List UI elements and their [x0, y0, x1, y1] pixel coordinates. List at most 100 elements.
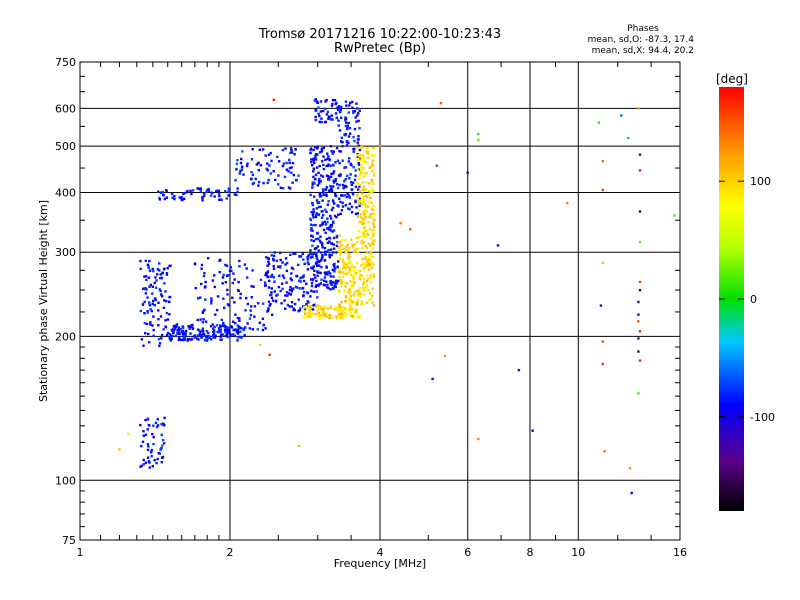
data-point	[314, 154, 317, 158]
data-point	[351, 315, 354, 318]
data-point	[365, 181, 368, 184]
data-point	[305, 282, 308, 285]
data-point	[342, 263, 346, 266]
data-point	[349, 273, 353, 277]
data-point	[143, 322, 146, 325]
data-point	[356, 215, 360, 218]
data-point	[355, 120, 358, 123]
data-point	[354, 174, 357, 177]
data-point	[194, 286, 197, 290]
data-point	[328, 228, 331, 231]
data-point	[200, 263, 204, 267]
data-point	[242, 327, 245, 330]
data-point	[236, 332, 240, 335]
data-point	[286, 261, 289, 265]
data-point	[286, 294, 289, 297]
data-point	[148, 304, 152, 307]
data-point	[306, 256, 309, 259]
data-point	[313, 161, 316, 165]
data-point	[319, 305, 322, 308]
data-point	[336, 307, 340, 310]
data-point	[326, 157, 329, 161]
data-point	[330, 114, 333, 117]
data-point	[350, 238, 353, 242]
data-point	[158, 288, 161, 291]
data-point	[337, 119, 340, 122]
data-point	[214, 334, 217, 338]
data-point	[203, 194, 206, 198]
data-point	[168, 313, 171, 316]
data-point	[207, 187, 211, 191]
data-point	[333, 267, 337, 270]
data-point	[206, 337, 209, 340]
data-point	[306, 300, 309, 303]
data-point	[205, 190, 208, 193]
data-point	[346, 243, 350, 247]
data-point	[301, 286, 305, 290]
data-point	[348, 177, 351, 180]
data-point	[315, 199, 319, 202]
data-point	[297, 263, 300, 266]
data-point	[334, 161, 337, 164]
data-point	[202, 274, 206, 278]
data-point	[342, 186, 345, 190]
data-point	[336, 186, 340, 190]
data-point	[203, 286, 207, 289]
data-point	[321, 221, 324, 224]
data-point	[267, 178, 270, 182]
data-point	[155, 425, 159, 429]
data-point	[357, 119, 360, 123]
data-point	[160, 423, 163, 426]
data-point	[162, 422, 165, 425]
data-point	[276, 293, 279, 296]
data-point	[181, 338, 185, 342]
data-point	[315, 264, 319, 267]
data-point	[345, 263, 348, 266]
data-point	[360, 153, 363, 156]
data-point	[160, 446, 163, 450]
data-point	[332, 281, 335, 284]
data-point	[142, 434, 145, 437]
data-point	[166, 267, 169, 270]
data-point	[330, 188, 333, 191]
data-point	[364, 203, 367, 206]
data-point	[221, 282, 224, 285]
data-point	[319, 313, 323, 316]
data-point	[213, 325, 216, 329]
data-point	[341, 309, 344, 312]
data-point	[337, 205, 340, 208]
data-point	[359, 172, 362, 175]
data-point	[323, 220, 327, 223]
data-point	[328, 178, 331, 181]
data-point	[327, 248, 330, 252]
data-point	[143, 275, 146, 278]
data-point	[318, 120, 321, 124]
data-point	[250, 285, 253, 288]
data-point	[152, 424, 155, 427]
data-point	[292, 308, 295, 312]
data-point	[360, 171, 363, 174]
data-point	[342, 271, 346, 274]
data-point	[295, 179, 298, 182]
data-point	[347, 160, 351, 163]
data-point	[324, 273, 327, 276]
data-point	[371, 163, 374, 166]
data-point	[332, 275, 335, 278]
data-point	[227, 326, 231, 330]
data-point	[318, 194, 322, 197]
data-point	[302, 258, 305, 261]
data-point	[331, 206, 335, 210]
data-point	[165, 196, 168, 199]
data-point	[311, 164, 314, 167]
data-point	[358, 185, 361, 188]
data-point	[142, 458, 145, 462]
data-point	[370, 153, 373, 157]
data-point	[326, 307, 330, 310]
data-point	[601, 261, 604, 265]
data-point	[240, 165, 244, 168]
data-point	[356, 300, 359, 303]
data-point	[229, 334, 232, 337]
data-point	[348, 292, 351, 295]
data-point	[173, 197, 176, 201]
data-point	[227, 194, 230, 197]
